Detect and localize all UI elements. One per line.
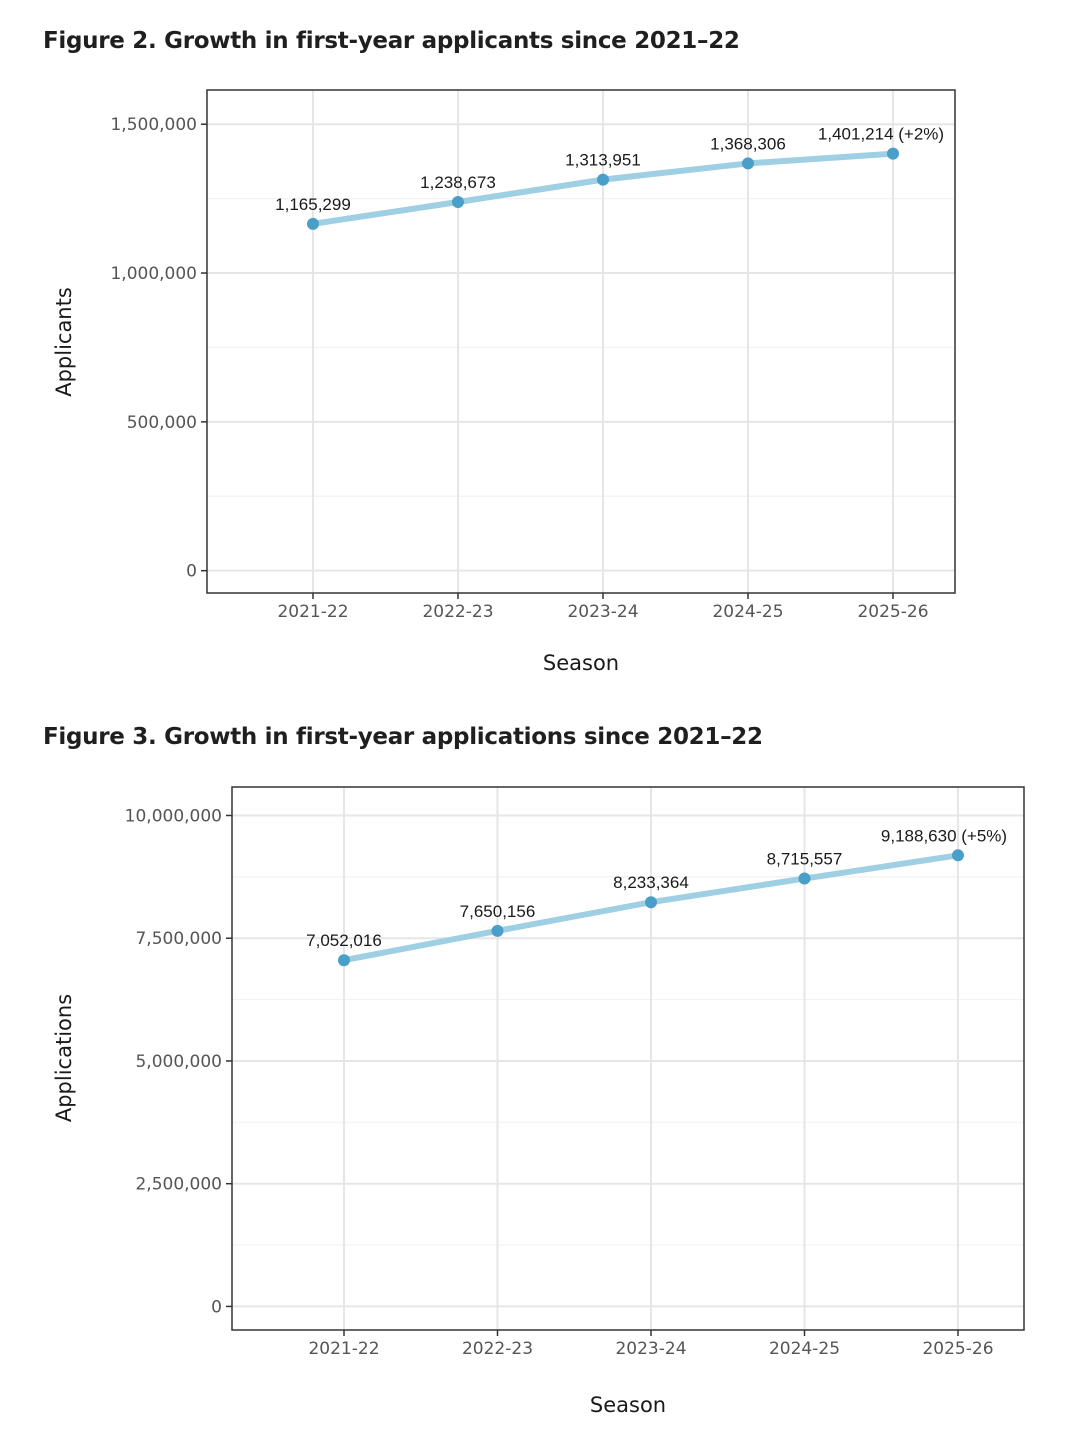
- plot-panel: [232, 787, 1024, 1330]
- data-label: 1,238,673: [420, 173, 496, 192]
- data-point: [491, 924, 504, 937]
- x-tick-label: 2024-25: [712, 602, 783, 622]
- x-tick-label: 2025-26: [922, 1339, 993, 1359]
- data-label: 1,368,306: [710, 134, 786, 153]
- x-tick-label: 2025-26: [857, 602, 928, 622]
- x-axis-title: Season: [543, 651, 619, 675]
- x-tick-label: 2022-23: [462, 1339, 533, 1359]
- data-point: [307, 217, 319, 230]
- x-tick-label: 2022-23: [422, 602, 493, 622]
- data-label: 1,401,214 (+2%): [818, 125, 944, 144]
- data-label: 7,052,016: [306, 931, 382, 950]
- y-tick-label: 10,000,000: [125, 806, 222, 826]
- data-point: [452, 196, 464, 209]
- y-tick-label: 2,500,000: [135, 1175, 222, 1195]
- data-label: 9,188,630 (+5%): [881, 826, 1007, 845]
- data-label: 1,165,299: [275, 195, 351, 214]
- figure-2-title: Figure 2. Growth in first-year applicant…: [43, 28, 740, 54]
- x-tick-label: 2024-25: [769, 1339, 840, 1359]
- figure-2-chart: 0 500,000 1,000,000 1,500,000 2021-22 2022-23…: [52, 89, 956, 675]
- x-tick-label: 2023-24: [567, 602, 638, 622]
- data-label: 7,650,156: [460, 902, 536, 921]
- data-label: 8,233,364: [613, 873, 689, 892]
- data-point: [338, 954, 350, 967]
- y-tick-label: 0: [211, 1297, 222, 1317]
- y-axis-title: Applicants: [52, 287, 76, 397]
- x-tick-label: 2021-22: [308, 1339, 379, 1359]
- data-point: [742, 157, 754, 170]
- data-label: 1,313,951: [565, 151, 641, 170]
- data-label: 8,715,557: [767, 850, 843, 869]
- x-axis-title: Season: [590, 1393, 666, 1417]
- y-tick-label: 1,500,000: [110, 115, 197, 135]
- figure-3-title: Figure 3. Growth in first-year applicati…: [43, 724, 763, 750]
- data-point: [887, 147, 899, 160]
- y-axis-title: Applications: [52, 994, 76, 1122]
- y-tick-label: 0: [186, 562, 197, 582]
- x-tick-label: 2021-22: [277, 602, 348, 622]
- data-point: [645, 896, 657, 909]
- x-tick-label: 2023-24: [615, 1339, 686, 1359]
- data-point: [597, 173, 609, 186]
- plot-border: [206, 89, 956, 594]
- data-point: [952, 849, 964, 862]
- plot-panel: [207, 90, 955, 593]
- y-tick-label: 1,000,000: [110, 264, 197, 284]
- y-tick-label: 500,000: [127, 413, 197, 433]
- y-tick-label: 5,000,000: [135, 1052, 222, 1072]
- y-tick-label: 7,500,000: [135, 929, 222, 949]
- data-point: [798, 872, 811, 885]
- plot-border: [231, 786, 1025, 1331]
